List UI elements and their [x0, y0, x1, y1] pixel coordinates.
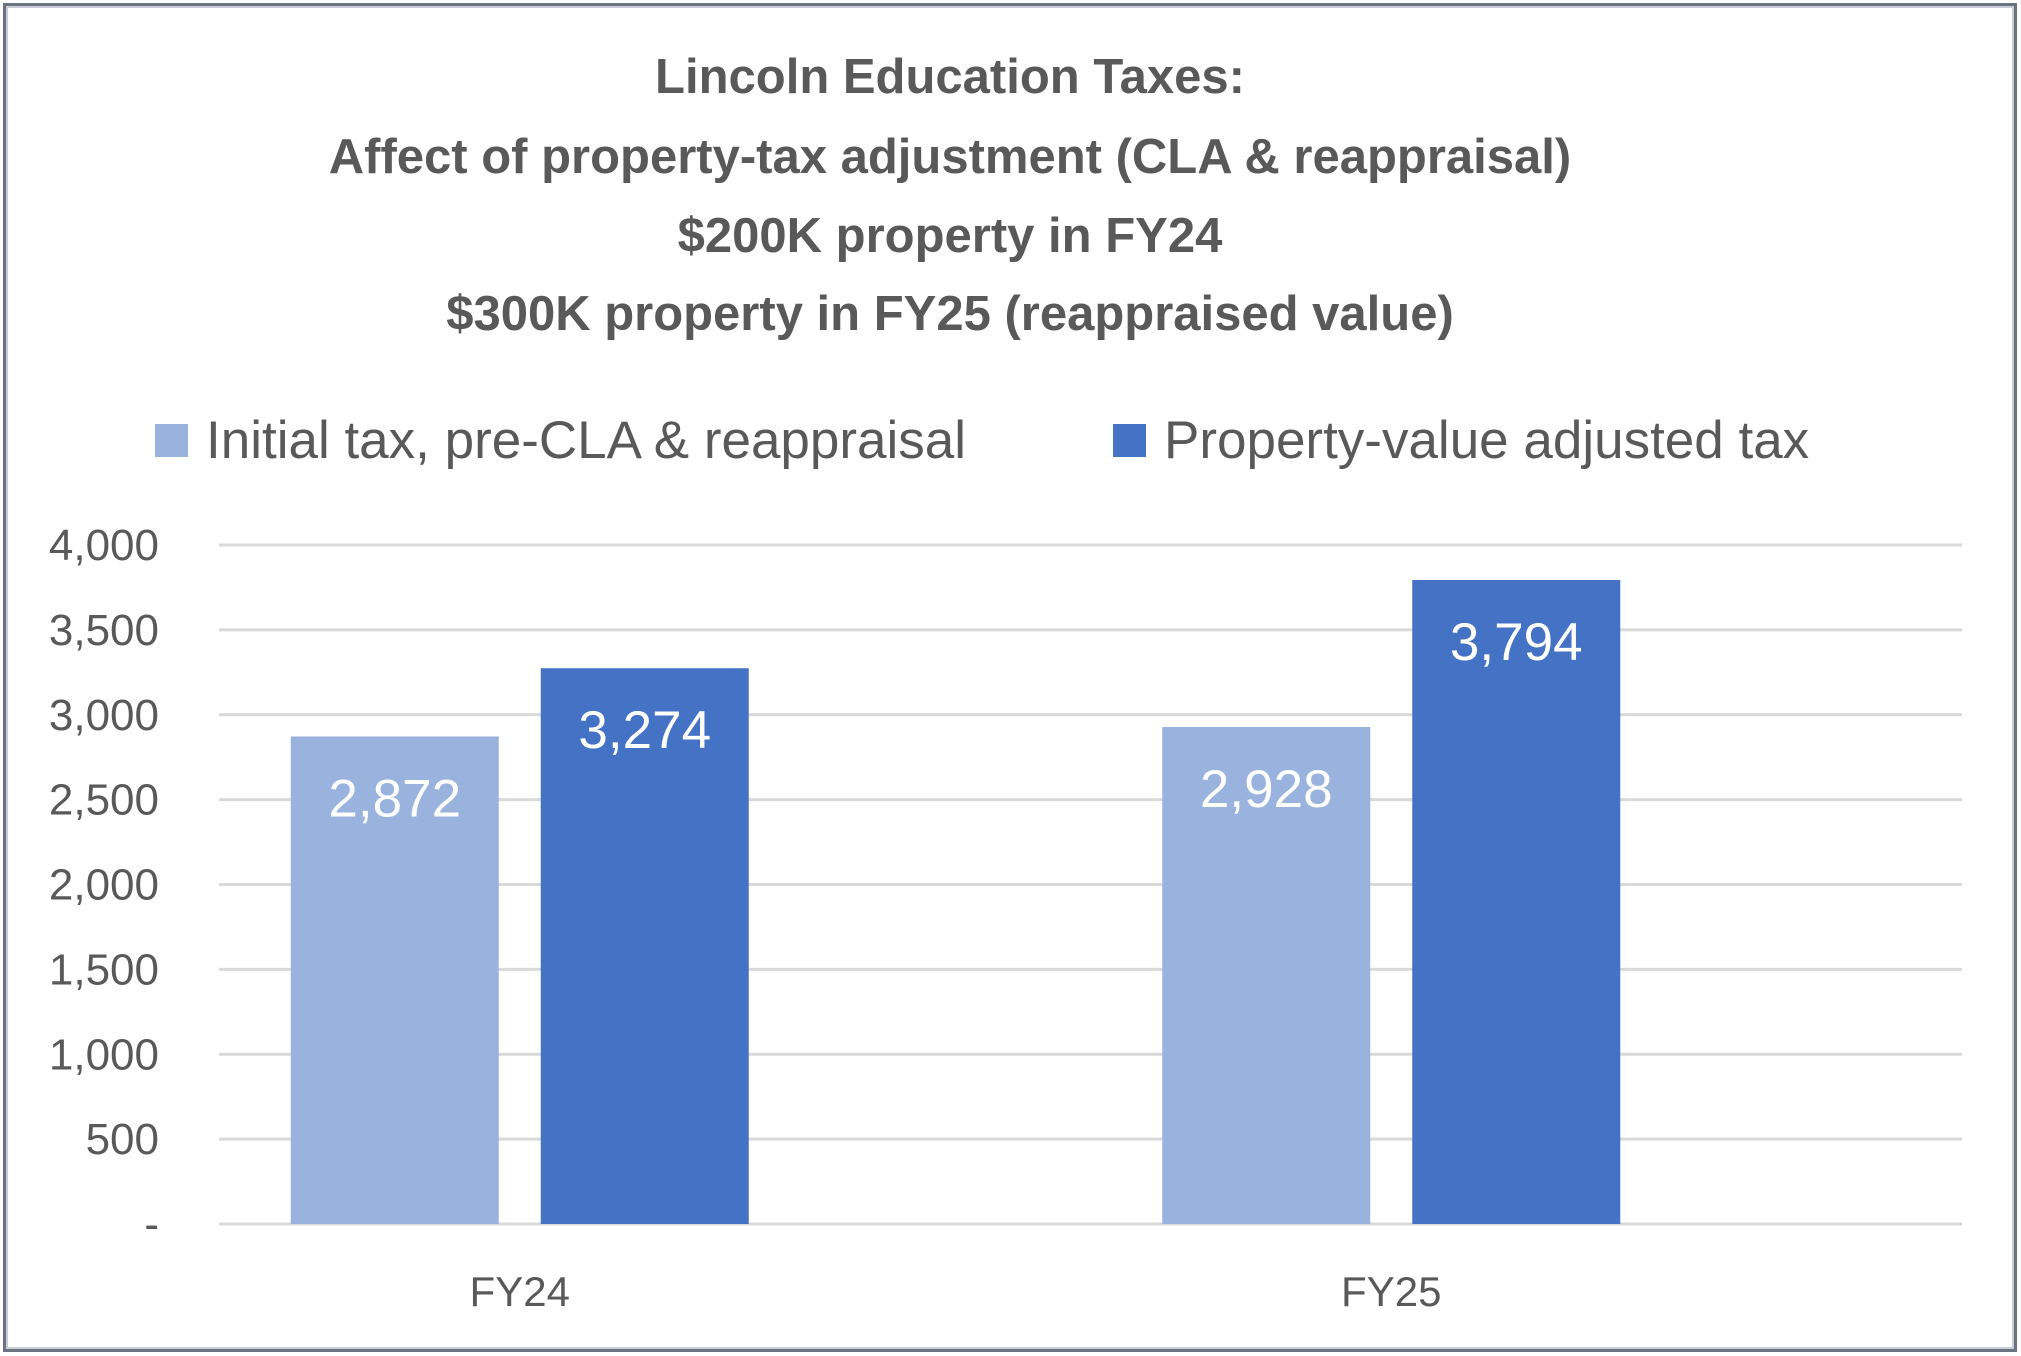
bar-fy25-series-0	[1162, 726, 1371, 1224]
y-tick-label: 3,500	[49, 606, 159, 655]
y-tick-label: 4,000	[49, 521, 159, 570]
data-label: 3,794	[1450, 613, 1583, 672]
legend-label-initial: Initial tax, pre-CLA & reappraisal	[206, 410, 967, 470]
y-tick-label: 2,000	[49, 861, 159, 910]
data-label: 3,274	[578, 701, 711, 760]
chart-title-line-2: Affect of property-tax adjustment (CLA &…	[328, 130, 1572, 184]
legend-item-adjusted-tax: Property-value adjusted tax	[1113, 410, 1810, 470]
chart-title-line-1: Lincoln Education Taxes:	[655, 50, 1245, 104]
bar-fy24-series-1	[540, 668, 749, 1224]
y-tick-label: 500	[86, 1115, 159, 1164]
bar-fy24-series-0	[290, 736, 499, 1224]
y-tick-label: 3,000	[49, 691, 159, 740]
x-tick-label: FY25	[1341, 1268, 1441, 1315]
y-tick-label: 1,500	[49, 945, 159, 994]
legend-swatch-adjusted	[1113, 423, 1146, 457]
x-tick-label: FY24	[470, 1268, 570, 1315]
legend-swatch-initial	[155, 423, 188, 457]
y-tick-label: 1,000	[49, 1030, 159, 1079]
chart-title-line-3: $200K property in FY24	[677, 209, 1223, 263]
y-tick-label: -	[144, 1200, 159, 1249]
y-tick-label: 2,500	[49, 776, 159, 825]
data-label: 2,872	[328, 769, 461, 828]
data-label: 2,928	[1200, 760, 1333, 819]
legend-label-adjusted: Property-value adjusted tax	[1164, 410, 1810, 470]
bar-fy25-series-1	[1412, 579, 1621, 1224]
chart-title-line-4: $300K property in FY25 (reappraised valu…	[446, 287, 1454, 341]
legend-item-initial-tax: Initial tax, pre-CLA & reappraisal	[155, 410, 967, 470]
